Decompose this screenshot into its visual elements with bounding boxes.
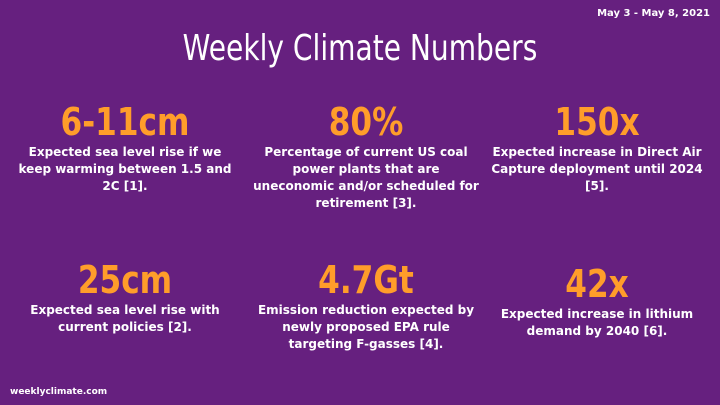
stat-sea-level-warming: 6-11cm Expected sea level rise if we kee… <box>12 100 238 195</box>
footer-url: weeklyclimate.com <box>10 387 108 397</box>
stat-sea-level-policies: 25cm Expected sea level rise with curren… <box>12 258 238 336</box>
page-title: Weekly Climate Numbers <box>182 28 538 69</box>
stat-description: Emission reduction expected by newly pro… <box>257 303 475 351</box>
stat-value: 6-11cm <box>60 100 190 144</box>
stat-description: Percentage of current US coal power plan… <box>253 145 479 210</box>
stat-description: Expected increase in Direct Air Capture … <box>491 145 703 193</box>
stat-description: Expected sea level rise if we keep warmi… <box>18 145 232 193</box>
stat-lithium-demand: 42x Expected increase in lithium demand … <box>484 262 710 340</box>
stat-value: 42x <box>565 262 629 306</box>
stat-description: Expected increase in lithium demand by 2… <box>500 307 694 338</box>
stat-description: Expected sea level rise with current pol… <box>30 303 220 334</box>
stat-value: 150x <box>554 100 640 144</box>
stat-direct-air-capture: 150x Expected increase in Direct Air Cap… <box>484 100 710 195</box>
stat-value: 4.7Gt <box>318 258 414 302</box>
stat-coal-plants: 80% Percentage of current US coal power … <box>253 100 479 212</box>
stat-value: 25cm <box>77 258 173 302</box>
date-range: May 3 - May 8, 2021 <box>597 8 710 19</box>
stat-epa-emission: 4.7Gt Emission reduction expected by new… <box>253 258 479 353</box>
stat-value: 80% <box>328 100 404 144</box>
